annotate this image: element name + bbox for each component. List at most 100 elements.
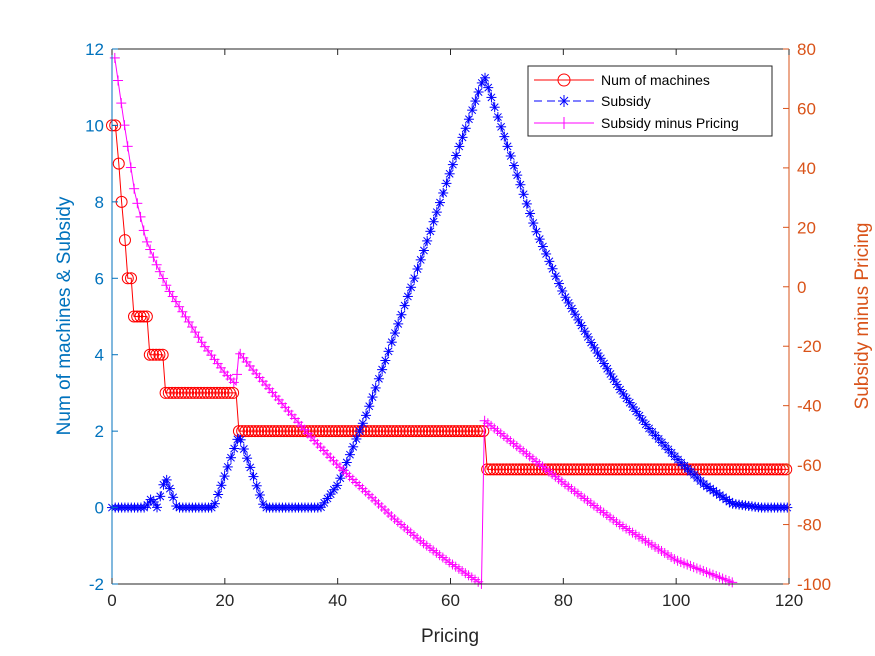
point-num-of-machines bbox=[207, 386, 220, 399]
star-stroke bbox=[481, 73, 489, 82]
point-num-of-machines bbox=[735, 463, 748, 476]
point-subsidy bbox=[560, 292, 571, 303]
point-num-of-machines bbox=[754, 463, 767, 476]
star-stroke bbox=[583, 332, 592, 341]
point-num-of-machines bbox=[201, 386, 214, 399]
point-subsidy bbox=[361, 410, 372, 421]
star-stroke bbox=[461, 124, 470, 133]
y-left-tick-label: 0 bbox=[95, 499, 104, 518]
star-stroke bbox=[349, 442, 358, 451]
point-subsidy bbox=[222, 461, 233, 472]
point-subsidy-minus-pricing bbox=[125, 162, 136, 173]
point-num-of-machines bbox=[380, 425, 393, 438]
point-num-of-machines bbox=[725, 463, 738, 476]
point-num-of-machines bbox=[268, 425, 281, 438]
point-num-of-machines bbox=[435, 425, 448, 438]
y-right-tick-label: 20 bbox=[797, 218, 816, 237]
point-num-of-machines bbox=[619, 463, 632, 476]
point-subsidy bbox=[534, 234, 545, 245]
point-num-of-machines bbox=[438, 425, 451, 438]
star-stroke bbox=[555, 279, 563, 288]
point-subsidy bbox=[505, 150, 516, 161]
point-subsidy bbox=[242, 453, 253, 464]
point-num-of-machines bbox=[236, 425, 249, 438]
point-num-of-machines bbox=[613, 463, 626, 476]
y-left-tick-label: 4 bbox=[95, 346, 104, 365]
star-stroke bbox=[719, 493, 727, 502]
star-stroke bbox=[371, 383, 380, 392]
point-num-of-machines bbox=[335, 425, 348, 438]
point-subsidy bbox=[531, 226, 542, 237]
x-axis-title: Pricing bbox=[421, 626, 479, 647]
point-num-of-machines bbox=[377, 425, 390, 438]
point-subsidy bbox=[351, 433, 362, 444]
point-subsidy bbox=[238, 444, 249, 455]
point-num-of-machines bbox=[526, 463, 539, 476]
star-stroke bbox=[506, 152, 515, 160]
point-subsidy-minus-pricing bbox=[148, 252, 159, 263]
point-num-of-machines bbox=[699, 463, 712, 476]
star-stroke bbox=[722, 495, 731, 504]
legend: Num of machines Subsidy Subsidy minus Pr… bbox=[527, 65, 773, 137]
point-num-of-machines bbox=[770, 463, 783, 476]
point-num-of-machines bbox=[413, 425, 426, 438]
star-stroke bbox=[706, 484, 715, 493]
star-stroke bbox=[503, 142, 512, 151]
star-stroke bbox=[439, 189, 448, 197]
point-num-of-machines bbox=[484, 463, 497, 476]
point-subsidy-minus-pricing bbox=[132, 198, 143, 209]
star-stroke bbox=[355, 427, 364, 436]
star-stroke bbox=[590, 343, 599, 352]
point-num-of-machines bbox=[580, 463, 593, 476]
legend-marker-star-icon bbox=[558, 95, 570, 107]
point-num-of-machines bbox=[429, 425, 442, 438]
star-stroke bbox=[510, 161, 518, 170]
ticks-layer: 0 20 40 60 80 100 120-2024681012-100-80-60-40-… bbox=[85, 40, 831, 610]
point-num-of-machines bbox=[497, 463, 510, 476]
point-num-of-machines bbox=[252, 425, 265, 438]
point-num-of-machines bbox=[494, 463, 507, 476]
point-subsidy bbox=[480, 72, 491, 83]
point-subsidy bbox=[335, 473, 346, 484]
point-num-of-machines bbox=[445, 425, 458, 438]
point-num-of-machines bbox=[416, 425, 429, 438]
point-num-of-machines bbox=[584, 463, 597, 476]
star-stroke bbox=[243, 454, 252, 463]
star-stroke bbox=[252, 481, 261, 490]
star-stroke bbox=[403, 292, 412, 301]
point-subsidy bbox=[496, 121, 507, 132]
point-num-of-machines bbox=[172, 386, 185, 399]
star-stroke bbox=[320, 498, 329, 507]
star-stroke bbox=[391, 329, 399, 337]
point-subsidy bbox=[563, 297, 574, 308]
point-num-of-machines bbox=[214, 386, 227, 399]
y-right-tick-label: -60 bbox=[797, 456, 822, 475]
point-subsidy bbox=[219, 471, 230, 482]
point-num-of-machines bbox=[329, 425, 342, 438]
star-stroke bbox=[561, 293, 570, 302]
point-num-of-machines bbox=[198, 386, 211, 399]
star-stroke bbox=[567, 304, 576, 313]
point-subsidy bbox=[599, 358, 610, 369]
point-num-of-machines bbox=[332, 425, 345, 438]
point-num-of-machines bbox=[220, 386, 233, 399]
point-num-of-machines bbox=[638, 463, 651, 476]
star-stroke bbox=[455, 142, 464, 151]
point-subsidy-minus-pricing bbox=[135, 211, 146, 222]
star-stroke bbox=[423, 236, 432, 245]
point-num-of-machines bbox=[125, 272, 138, 285]
point-subsidy bbox=[348, 441, 359, 452]
point-num-of-machines bbox=[128, 310, 141, 323]
star-stroke bbox=[715, 491, 724, 500]
point-subsidy bbox=[161, 474, 172, 485]
star-stroke bbox=[625, 398, 634, 407]
point-subsidy bbox=[595, 353, 606, 364]
point-num-of-machines bbox=[322, 425, 335, 438]
point-subsidy-minus-pricing bbox=[109, 52, 120, 63]
star-stroke bbox=[612, 380, 621, 389]
point-subsidy bbox=[473, 86, 484, 97]
point-num-of-machines bbox=[191, 386, 204, 399]
point-num-of-machines bbox=[274, 425, 287, 438]
y-right-tick-label: -80 bbox=[797, 516, 822, 535]
star-stroke bbox=[725, 497, 734, 506]
